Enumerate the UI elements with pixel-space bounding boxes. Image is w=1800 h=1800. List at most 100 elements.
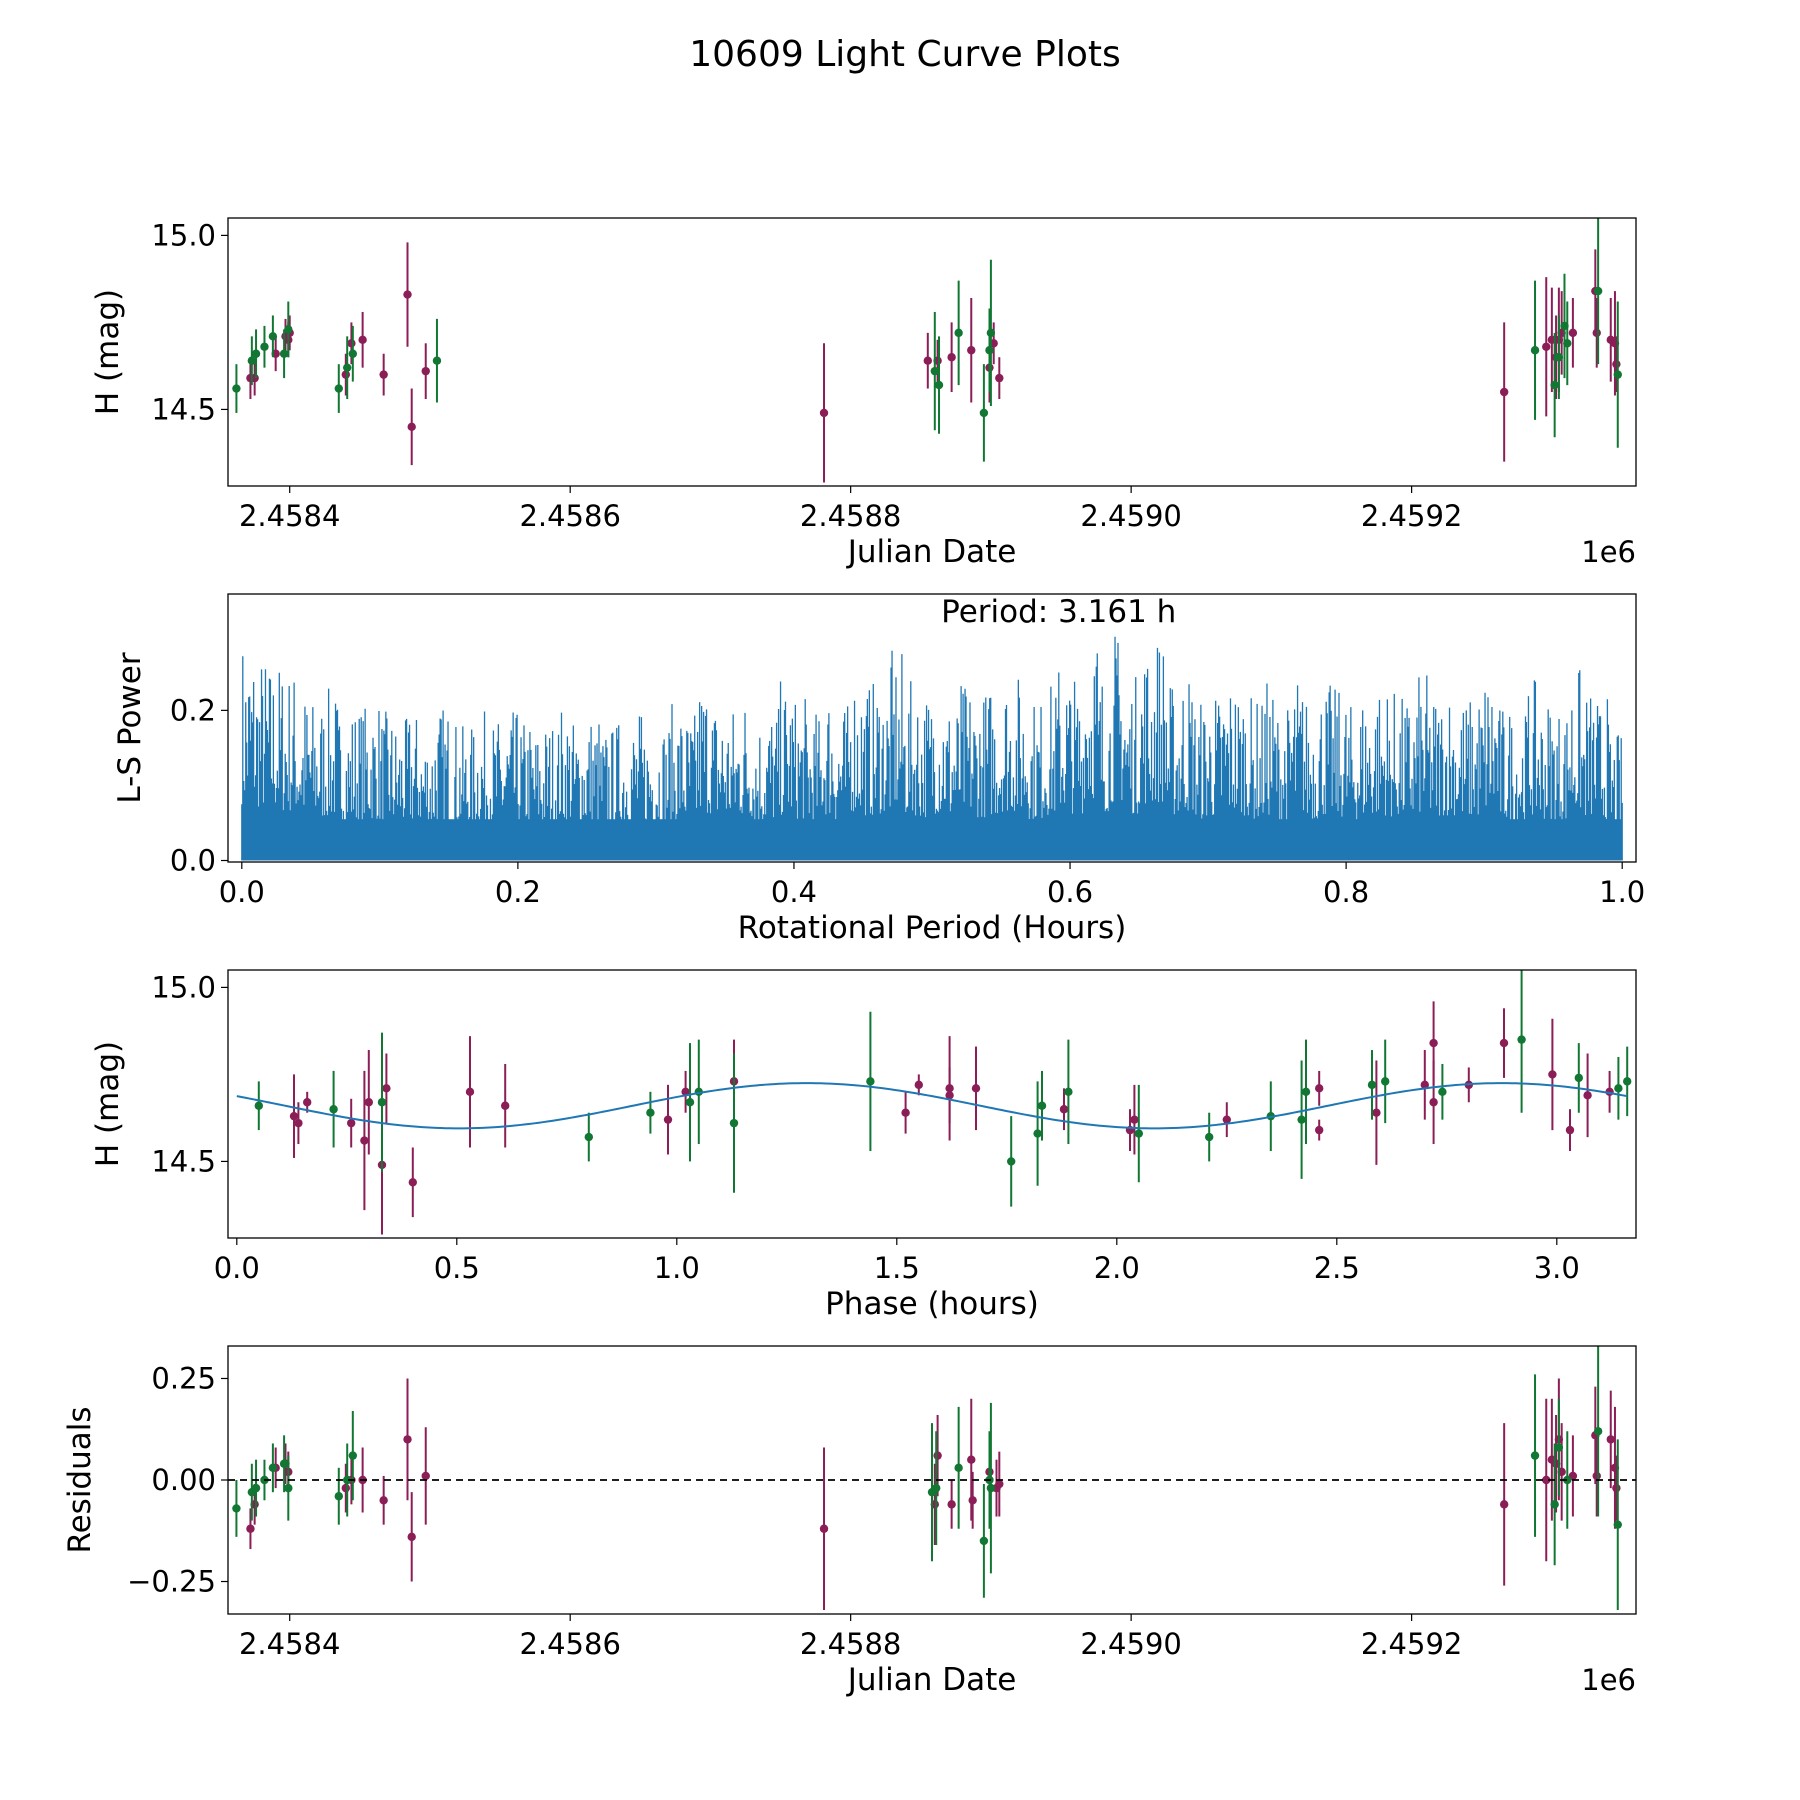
- phased-point: [1222, 1115, 1232, 1124]
- residuals-point: [1613, 1520, 1622, 1529]
- residuals-offset-label: 1e6: [1581, 1663, 1636, 1697]
- periodogram-xtick-label: 0.4: [771, 875, 817, 909]
- phased-xtick-label: 2.0: [1094, 1251, 1140, 1285]
- periodogram-xtick-label: 0.6: [1047, 875, 1093, 909]
- phased-point: [254, 1101, 263, 1110]
- lightcurve-point: [954, 328, 963, 338]
- lightcurve-point: [341, 370, 351, 379]
- phased-point: [1438, 1087, 1447, 1097]
- lightcurve-point: [334, 384, 343, 393]
- lightcurve-point: [403, 290, 412, 299]
- periodogram-xtick-label: 0.0: [219, 875, 265, 909]
- lightcurve-offset-label: 1e6: [1581, 535, 1636, 569]
- phased-point: [1033, 1129, 1042, 1138]
- phased-point: [729, 1118, 739, 1128]
- lightcurve-point: [1542, 342, 1551, 351]
- residuals-point: [1612, 1483, 1621, 1493]
- phased-ytick-label: 15.0: [151, 970, 216, 1004]
- phased-point: [1372, 1108, 1381, 1117]
- phased-point: [1429, 1038, 1438, 1048]
- phased-point: [360, 1136, 369, 1145]
- phased-point: [1064, 1087, 1073, 1097]
- residuals-point: [932, 1483, 941, 1493]
- residuals-point: [1637, 1492, 1645, 1500]
- lightcurve-axes-frame: [227, 217, 1637, 487]
- lightcurve-point: [1612, 359, 1621, 369]
- lightcurve-point: [947, 353, 956, 362]
- phased-point: [901, 1108, 910, 1117]
- phased-point: [584, 1132, 593, 1142]
- residuals-point: [1499, 1500, 1509, 1509]
- residuals-point: [246, 1524, 255, 1533]
- phased-point: [1548, 1070, 1557, 1079]
- residuals-point: [421, 1471, 430, 1481]
- lightcurve-point: [979, 408, 989, 418]
- phased-xtick-label: 3.0: [1534, 1251, 1580, 1285]
- residuals-point: [279, 1459, 289, 1468]
- lightcurve-point: [923, 356, 932, 365]
- lightcurve-point: [1568, 328, 1578, 338]
- lightcurve-point: [985, 346, 994, 355]
- residuals-ytick-label: 0.25: [151, 1361, 216, 1395]
- periodogram-plot: [241, 636, 1623, 861]
- phased-point: [408, 1178, 417, 1187]
- residuals-xtick-label: 2.4588: [800, 1627, 901, 1661]
- residuals-point: [407, 1532, 416, 1542]
- residuals-point: [379, 1496, 388, 1505]
- lightcurve-xlabel: Julian Date: [846, 534, 1017, 570]
- phased-point: [1297, 1115, 1306, 1124]
- lightcurve-point: [347, 339, 356, 348]
- phased-points: [254, 970, 1632, 1235]
- lightcurve-point: [1592, 328, 1601, 338]
- lightcurve-point: [1550, 380, 1559, 390]
- periodogram-xlabel: Rotational Period (Hours): [738, 910, 1127, 946]
- phased-point: [1429, 1098, 1438, 1107]
- residuals-panel: 2.4584 2.4586 2.4588 2.4590 2.4592 −0.25 0.00 0…: [62, 1345, 1645, 1698]
- periodogram-xtick-label: 1.0: [1599, 875, 1645, 909]
- phased-point: [971, 1084, 981, 1093]
- phased-point: [1315, 1125, 1324, 1135]
- lightcurve-point: [819, 408, 829, 418]
- phased-point: [289, 1111, 299, 1121]
- lightcurve-point: [995, 373, 1004, 383]
- phased-point: [646, 1108, 655, 1117]
- lightcurve-point: [421, 366, 430, 376]
- phased-point: [681, 1087, 690, 1097]
- phased-point: [501, 1101, 510, 1110]
- residuals-point: [933, 1451, 942, 1460]
- phased-lightcurve-panel: 0.0 0.5 1.0 1.5 2.0 2.5 3.0 14.5 15.0 Phase (hour…: [90, 969, 1637, 1322]
- residuals-point: [1554, 1443, 1564, 1452]
- periodogram-xtick-label: 0.8: [1323, 875, 1369, 909]
- periodogram-ytick-label: 0.0: [170, 843, 216, 877]
- residuals-xlabel: Julian Date: [846, 1662, 1017, 1698]
- phased-point: [1381, 1077, 1390, 1086]
- lightcurve-xtick-label: 2.4592: [1361, 499, 1462, 533]
- lightcurve-point: [358, 335, 367, 345]
- residuals-ytick-label: 0.00: [151, 1463, 216, 1497]
- lightcurve-point: [348, 349, 358, 358]
- phased-point: [465, 1087, 475, 1097]
- lightcurve-point: [279, 349, 289, 358]
- period-annotation: Period: 3.161 h: [941, 594, 1176, 630]
- phased-point: [945, 1091, 954, 1100]
- residuals-point: [348, 1451, 358, 1460]
- residuals-point: [1542, 1475, 1551, 1485]
- phased-point: [347, 1118, 356, 1128]
- residuals-xtick-label: 2.4590: [1080, 1627, 1181, 1661]
- periodogram-ytick-label: 0.2: [170, 693, 216, 727]
- lightcurve-point: [379, 370, 388, 379]
- phased-xtick-label: 1.0: [654, 1251, 700, 1285]
- residuals-point: [979, 1536, 989, 1546]
- phased-point: [1205, 1132, 1214, 1142]
- phased-xlabel: Phase (hours): [825, 1286, 1039, 1322]
- lightcurve-point: [251, 349, 261, 358]
- periodogram-axes-frame: [227, 593, 1637, 863]
- lightcurve-point: [986, 328, 996, 338]
- phased-xtick-label: 1.5: [874, 1251, 920, 1285]
- residuals-points: [232, 1346, 1645, 1610]
- residuals-xtick-label: 2.4592: [1361, 1627, 1462, 1661]
- phased-point: [1059, 1105, 1069, 1114]
- residuals-point: [341, 1483, 351, 1493]
- phased-point: [914, 1080, 923, 1090]
